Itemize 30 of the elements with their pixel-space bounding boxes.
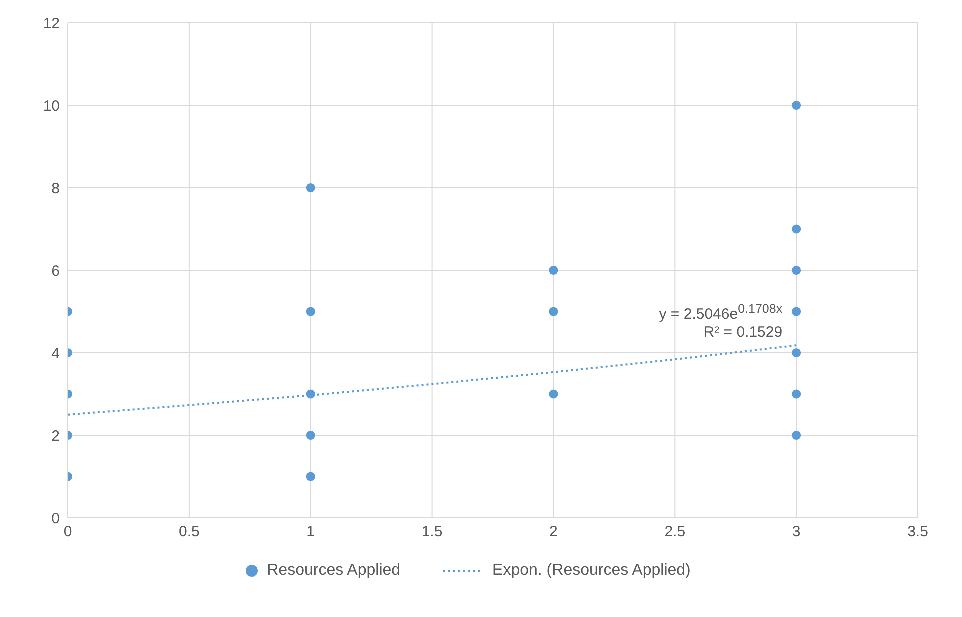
legend-label: Resources Applied <box>266 562 401 580</box>
annotation: y = 2.5046e$^{0.1708x}$ <box>659 302 783 323</box>
point <box>792 390 802 399</box>
x-tick-label: 3.5 <box>908 524 928 541</box>
point <box>549 390 558 399</box>
point <box>792 307 802 316</box>
x-tick-label: 0 <box>64 524 72 541</box>
point <box>792 266 802 276</box>
y-tick-label: 4 <box>52 345 60 362</box>
y-tick-label: 0 <box>52 510 60 528</box>
y-tick-label: 2 <box>52 428 60 445</box>
x-tick-label: 3 <box>792 524 801 541</box>
point <box>792 100 802 110</box>
line-series <box>68 344 798 416</box>
y-tick-label: 10 <box>43 98 60 115</box>
x-tick-label: 2 <box>550 524 558 541</box>
point <box>549 266 558 276</box>
point <box>792 224 802 234</box>
x-tick-label: 0.5 <box>179 524 200 541</box>
annotation: R² = 0.1529 <box>704 324 783 341</box>
x-tick-label: 1 <box>306 524 316 541</box>
x-tick-label: 2.5 <box>664 524 686 541</box>
point <box>792 430 802 440</box>
y-tick-label: 12 <box>43 15 60 32</box>
point <box>549 307 558 316</box>
point <box>792 348 802 358</box>
legend-label: Expon. (Resources Applied) <box>492 562 691 580</box>
x-tick-label: 1.5 <box>422 524 443 541</box>
y-tick-label: 6 <box>52 262 60 280</box>
y-tick-label: 8 <box>52 180 60 198</box>
